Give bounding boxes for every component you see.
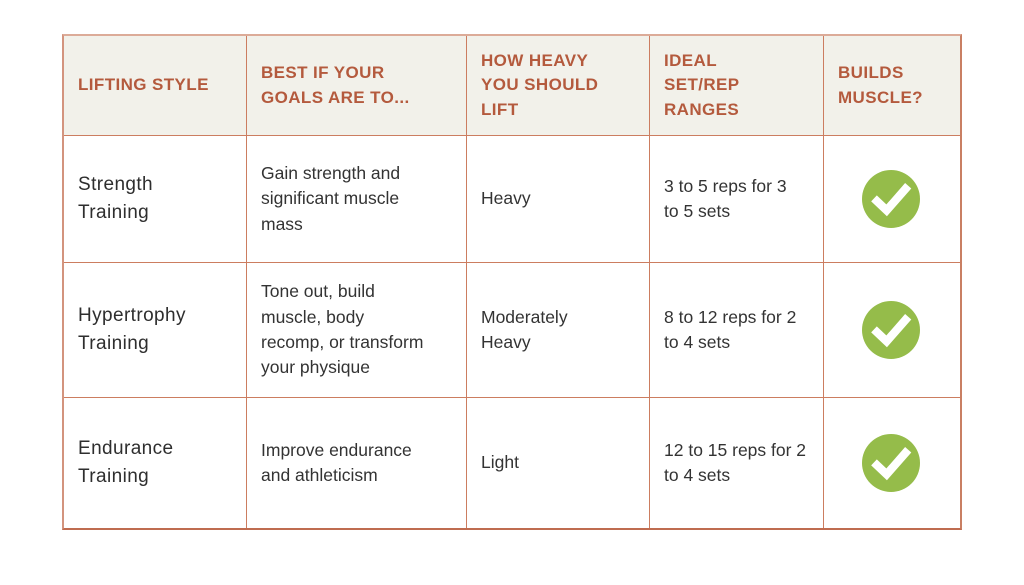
set-rep-cell: 8 to 12 reps for 2 to 4 sets [650, 263, 824, 398]
how-heavy-cell: Moderately Heavy [467, 263, 650, 398]
header-cell-set-rep-ranges: IDEAL SET/REP RANGES [650, 36, 824, 136]
builds-muscle-cell [824, 263, 960, 398]
goals-cell: Improve endurance and athleticism [247, 398, 467, 528]
set-rep-cell: 3 to 5 reps for 3 to 5 sets [650, 136, 824, 263]
header-cell-lifting-style: LIFTING STYLE [64, 36, 247, 136]
header-label: BUILDS MUSCLE? [838, 62, 923, 107]
goals-text: Gain strength and significant muscle mas… [261, 162, 401, 234]
lifting-style-cell: Strength Training [64, 136, 247, 263]
header-cell-how-heavy: HOW HEAVY YOU SHOULD LIFT [467, 36, 650, 136]
builds-muscle-cell [824, 136, 960, 263]
how-heavy-text: Heavy [481, 188, 531, 209]
header-cell-builds-muscle: BUILDS MUSCLE? [824, 36, 960, 136]
goals-cell: Gain strength and significant muscle mas… [247, 136, 467, 263]
how-heavy-text: Moderately Heavy [481, 306, 568, 352]
header-label: HOW HEAVY YOU SHOULD LIFT [481, 50, 599, 119]
goals-cell: Tone out, build muscle, body recomp, or … [247, 263, 467, 398]
goals-text: Improve endurance and athleticism [261, 439, 412, 485]
header-label: IDEAL SET/REP RANGES [664, 50, 740, 119]
how-heavy-cell: Light [467, 398, 650, 528]
lifting-style-label: Strength Training [78, 174, 154, 223]
header-label: LIFTING STYLE [78, 75, 209, 95]
goals-text: Tone out, build muscle, body recomp, or … [261, 281, 424, 378]
check-circle-icon [862, 170, 920, 228]
how-heavy-text: Light [481, 452, 519, 473]
set-rep-text: 12 to 15 reps for 2 to 4 sets [664, 439, 807, 485]
set-rep-cell: 12 to 15 reps for 2 to 4 sets [650, 398, 824, 528]
lifting-style-cell: Hypertrophy Training [64, 263, 247, 398]
check-circle-icon [862, 301, 920, 359]
header-label: BEST IF YOUR GOALS ARE TO... [261, 62, 410, 107]
lifting-styles-table: LIFTING STYLE BEST IF YOUR GOALS ARE TO.… [62, 34, 962, 530]
header-cell-goals: BEST IF YOUR GOALS ARE TO... [247, 36, 467, 136]
lifting-style-cell: Endurance Training [64, 398, 247, 528]
builds-muscle-cell [824, 398, 960, 528]
set-rep-text: 8 to 12 reps for 2 to 4 sets [664, 306, 797, 352]
lifting-style-label: Endurance Training [78, 438, 174, 487]
how-heavy-cell: Heavy [467, 136, 650, 263]
check-circle-icon [862, 434, 920, 492]
set-rep-text: 3 to 5 reps for 3 to 5 sets [664, 175, 787, 221]
lifting-style-label: Hypertrophy Training [78, 305, 186, 354]
